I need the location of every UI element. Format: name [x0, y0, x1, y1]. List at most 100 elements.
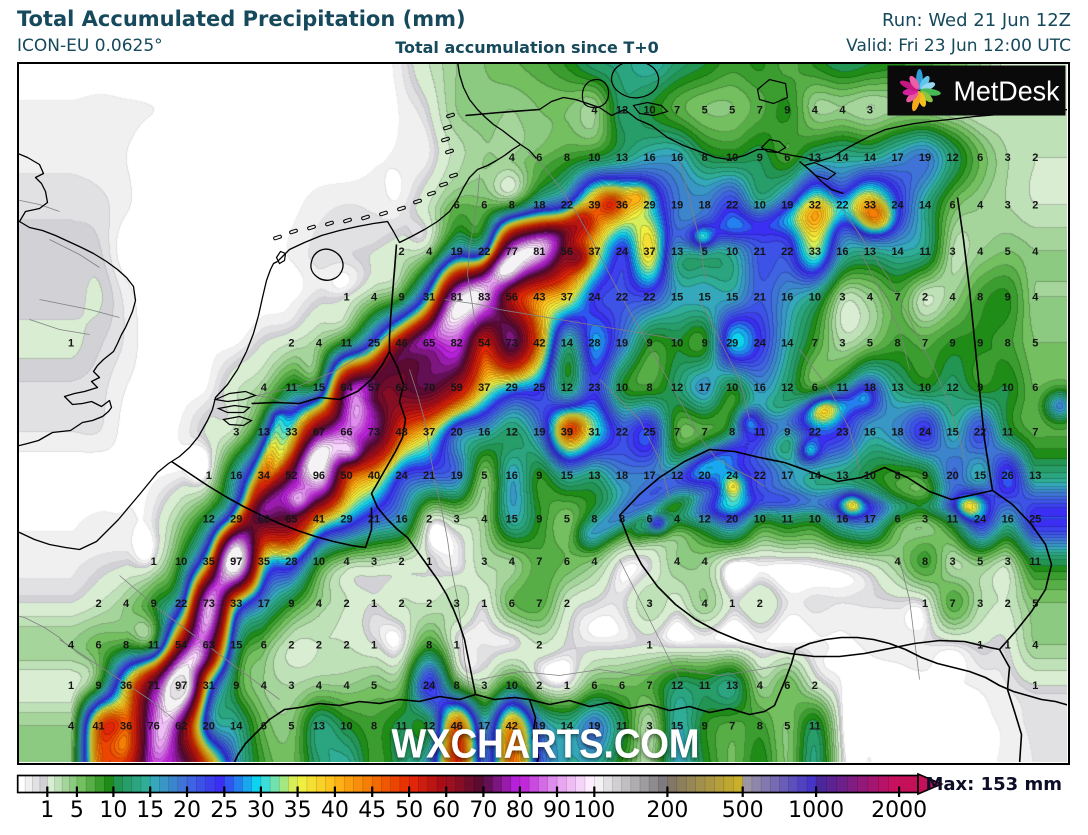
grid-value: 19 [588, 721, 600, 733]
coastline [539, 96, 600, 111]
grid-value: 2 [399, 556, 405, 568]
grid-value: 12 [203, 513, 215, 525]
admin-line [599, 379, 670, 500]
island [760, 138, 787, 154]
legend-cell [47, 775, 56, 793]
grid-value: 5 [371, 680, 377, 692]
grid-value: 16 [506, 470, 518, 482]
grid-value: 12 [423, 721, 435, 733]
legend-cell [492, 775, 503, 793]
grid-value: 19 [671, 199, 683, 211]
grid-value: 6 [564, 556, 570, 568]
grid-value: 67 [313, 427, 325, 439]
grid-value: 9 [233, 680, 239, 692]
grid-value: 6 [950, 199, 956, 211]
legend-cell [733, 775, 744, 793]
grid-value: 14 [919, 199, 932, 211]
admin-line [257, 329, 395, 396]
grid-value: 9 [536, 513, 542, 525]
grid-value: 22 [754, 470, 766, 482]
legend-cell [325, 775, 336, 793]
grid-value: 21 [423, 470, 435, 482]
grid-value: 8 [454, 680, 460, 692]
grid-value: 31 [203, 680, 215, 692]
legend-cell [418, 775, 429, 793]
run-label: Run: Wed 21 Jun 12Z [882, 10, 1071, 31]
grid-value: 36 [120, 721, 132, 733]
grid-value: 5 [784, 721, 790, 733]
grid-value: 4 [316, 337, 323, 349]
legend-arrow-icon [917, 772, 944, 796]
legend-cell [816, 775, 827, 793]
legend-tick-label: 500 [722, 798, 764, 823]
frisian-island [273, 234, 282, 241]
legend-cell [86, 775, 96, 793]
grid-value: 66 [395, 382, 407, 394]
island [275, 250, 287, 265]
grid-value: 8 [426, 639, 432, 651]
grid-value: 9 [784, 427, 790, 439]
grid-value: 50 [340, 470, 352, 482]
grid-value: 4 [343, 556, 350, 568]
grid-value: 3 [867, 105, 873, 117]
legend-cell [836, 775, 848, 793]
grid-value: 10 [671, 337, 683, 349]
country-border [475, 649, 797, 716]
grid-value: 15 [506, 513, 518, 525]
grid-value: 22 [974, 427, 986, 439]
grid-value: 33 [285, 427, 297, 439]
grid-value: 18 [533, 199, 545, 211]
grid-value: 3 [454, 513, 460, 525]
grid-value: 73 [506, 337, 518, 349]
grid-value: 28 [588, 337, 600, 349]
legend-tick-label: 2000 [871, 798, 927, 823]
grid-value: 81 [533, 246, 545, 258]
grid-value: 4 [68, 639, 75, 651]
grid-value: 8 [123, 639, 129, 651]
admin-line [39, 299, 120, 318]
legend-cell [612, 775, 623, 793]
grid-value: 15 [699, 292, 711, 304]
legend-cell [196, 775, 207, 793]
grid-value: 2 [757, 598, 763, 610]
grid-value: 3 [481, 680, 487, 692]
grid-value: 97 [230, 556, 242, 568]
grid-value: 4 [702, 598, 709, 610]
metdesk-petal-icon [906, 91, 919, 103]
grid-value: 25 [368, 337, 380, 349]
grid-value: 20 [203, 721, 215, 733]
legend-cell [797, 775, 808, 793]
grid-value: 10 [340, 721, 352, 733]
grid-value: 5 [564, 513, 570, 525]
grid-value: 7 [922, 337, 928, 349]
grid-value: 4 [591, 556, 598, 568]
legend-cell [742, 775, 753, 793]
grid-value: 2 [399, 246, 405, 258]
grid-value: 10 [754, 199, 766, 211]
map-overlay: 4 12 10 7 5 5 7 9 4 4 34 6 8 10 13 16 16 8 10 9 6 13 14 14 17 19 1… [19, 64, 1067, 762]
island [213, 390, 258, 403]
legend-cell [705, 775, 715, 793]
grid-value: 4 [674, 556, 681, 568]
grid-value: 12 [699, 513, 711, 525]
legend-cell [399, 775, 410, 793]
admin-line [527, 151, 765, 487]
grid-value: 20 [699, 470, 711, 482]
legend-cell [751, 775, 762, 793]
country-border [795, 636, 1067, 706]
grid-value: 73 [203, 598, 215, 610]
grid-value: 2 [426, 513, 432, 525]
grid-value: 31 [423, 292, 435, 304]
grid-value: 2 [316, 639, 322, 651]
grid-value: 12 [781, 382, 793, 394]
legend-cell [566, 775, 577, 793]
grid-value: 1 [1005, 639, 1011, 651]
legend-cell [32, 775, 41, 793]
grid-value: 7 [536, 598, 542, 610]
legend-tick-label: 1000 [788, 798, 844, 823]
grid-value: 11 [396, 721, 408, 733]
legend-cell [260, 775, 271, 793]
grid-value: 3 [839, 292, 845, 304]
legend-cell [676, 775, 687, 793]
grid-value: 3 [233, 427, 239, 439]
